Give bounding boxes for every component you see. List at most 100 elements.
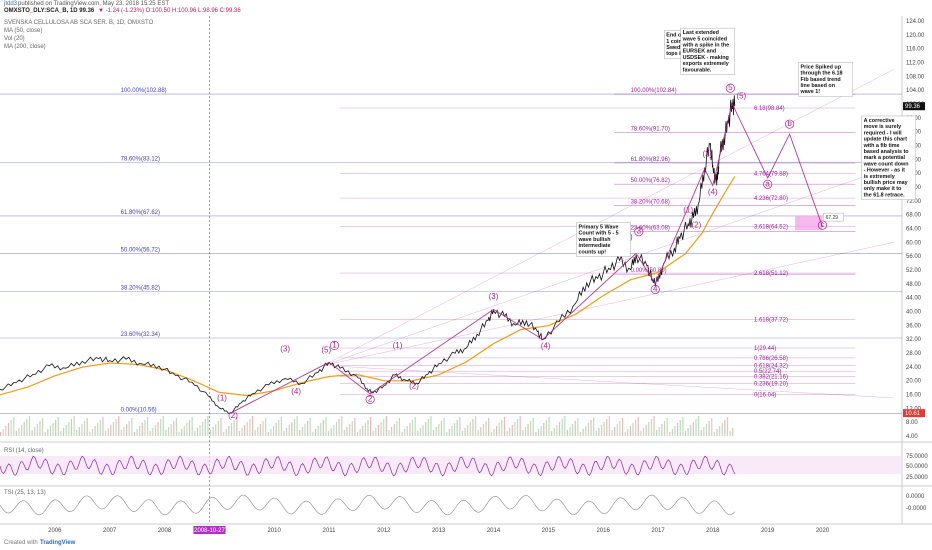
fib-level-label: 61.80%(67.62)	[121, 210, 160, 216]
volume-bar	[482, 424, 485, 436]
volume-bar	[31, 430, 33, 436]
x-tick-label: 2015	[542, 528, 556, 534]
volume-bar	[154, 425, 157, 436]
volume-bar	[729, 431, 731, 436]
volume-bar	[225, 429, 227, 436]
volume-bar	[632, 423, 634, 436]
volume-bar	[464, 428, 466, 436]
note-price-tag	[823, 212, 844, 222]
volume-bar	[288, 425, 290, 436]
volume-bar	[603, 422, 605, 436]
volume-bar	[249, 419, 251, 436]
volume-bar	[383, 419, 385, 436]
volume-bar	[708, 421, 710, 436]
volume-bar	[99, 420, 101, 436]
y-tick-label: 64.00	[906, 227, 922, 233]
ma50-legend[interactable]: MA (50, close)	[4, 28, 43, 34]
volume-bar	[624, 432, 626, 436]
volume-bar	[629, 426, 631, 436]
volume-bar	[716, 429, 718, 436]
volume-bar	[367, 420, 369, 436]
annotation-text: USDSEK - making	[683, 55, 729, 61]
volume-bar	[68, 422, 70, 436]
volume-bar	[509, 428, 511, 436]
trend-fan-line	[323, 365, 894, 399]
fib-ext-label: 3.618(64.52)	[754, 225, 788, 231]
y-tick-label: 72.00	[906, 199, 922, 205]
volume-bar	[112, 422, 115, 436]
volume-bar	[469, 422, 471, 436]
volume-bar	[627, 429, 629, 436]
volume-bar	[467, 425, 469, 436]
wave-count-path	[230, 101, 823, 414]
volume-bar	[359, 429, 361, 436]
x-tick-label: 2014	[487, 528, 501, 534]
volume-bar	[419, 428, 422, 436]
volume-bar	[684, 431, 687, 436]
volume-bar	[28, 416, 31, 436]
volume-bar	[658, 427, 660, 436]
wave-label-circle	[817, 220, 828, 230]
volume-bar	[653, 416, 655, 436]
volume-bar	[280, 417, 282, 436]
volume-bar	[438, 424, 440, 436]
volume-bar	[270, 429, 272, 436]
volume-bar	[296, 416, 298, 436]
wave-label: 1	[332, 340, 337, 349]
volume-bar	[711, 418, 713, 436]
volume-bar	[404, 429, 406, 436]
tsi-tick-label: 0.0000	[906, 494, 925, 500]
volume-bar	[228, 426, 230, 436]
volume-bar	[435, 427, 437, 436]
wave-label-circle	[329, 340, 340, 351]
volume-bar	[325, 417, 327, 436]
volume-bar	[204, 419, 206, 436]
ma200-legend[interactable]: MA (200, close)	[4, 44, 46, 50]
volume-bar	[616, 424, 618, 436]
volume-bar	[590, 420, 592, 436]
fib-ext-label: 0(16.04)	[754, 392, 776, 398]
wave-label: (4)	[708, 188, 718, 197]
volume-bar	[524, 427, 527, 436]
volume-bar	[705, 424, 708, 436]
wave-label: (3)	[489, 292, 499, 301]
wave-label: (1)	[393, 341, 403, 350]
volume-bar	[330, 428, 332, 436]
annotation-box	[798, 62, 853, 97]
volume-bar	[0, 432, 2, 436]
wave-label: b	[787, 119, 792, 128]
volume-bar	[57, 417, 59, 436]
volume-bar	[320, 423, 322, 436]
volume-bar	[351, 421, 353, 436]
annotation-text: EURSEK and	[683, 49, 717, 55]
volume-bar	[259, 424, 261, 436]
tradingview-logo[interactable]: TradingView	[40, 540, 76, 546]
volume-bar	[569, 427, 571, 436]
volume-bar	[254, 430, 256, 436]
cursor-date-tag	[193, 526, 226, 534]
fib-ext-label: 0.618(24.32)	[754, 364, 788, 370]
x-tick-label: 2013	[432, 528, 446, 534]
volume-bar	[585, 426, 587, 436]
chart-header: jtdd3 published on TradingView.com, May …	[0, 0, 932, 16]
volume-bar	[380, 422, 382, 436]
volume-bar	[540, 426, 542, 436]
author-name[interactable]: jtdd3	[4, 1, 18, 7]
annotation-text: wave count down	[863, 161, 909, 167]
volume-bar	[115, 419, 117, 436]
volume-bar	[209, 430, 212, 436]
volume-bar	[687, 428, 689, 436]
fib-ext-label: 0.382(21.16)	[754, 375, 788, 381]
volume-bar	[160, 419, 162, 436]
wave-label: 5	[728, 83, 733, 92]
volume-bar	[107, 428, 109, 436]
vol-legend[interactable]: Vol (20)	[4, 36, 25, 42]
rsi-legend: RSI (14, close)	[4, 448, 44, 454]
volume-bar	[191, 417, 193, 436]
volume-bar	[564, 416, 566, 436]
annotation-text: favourable.	[683, 67, 712, 73]
volume-bar	[312, 432, 314, 436]
x-tick-label: 2006	[48, 528, 62, 534]
wave-label-circle	[650, 284, 660, 294]
